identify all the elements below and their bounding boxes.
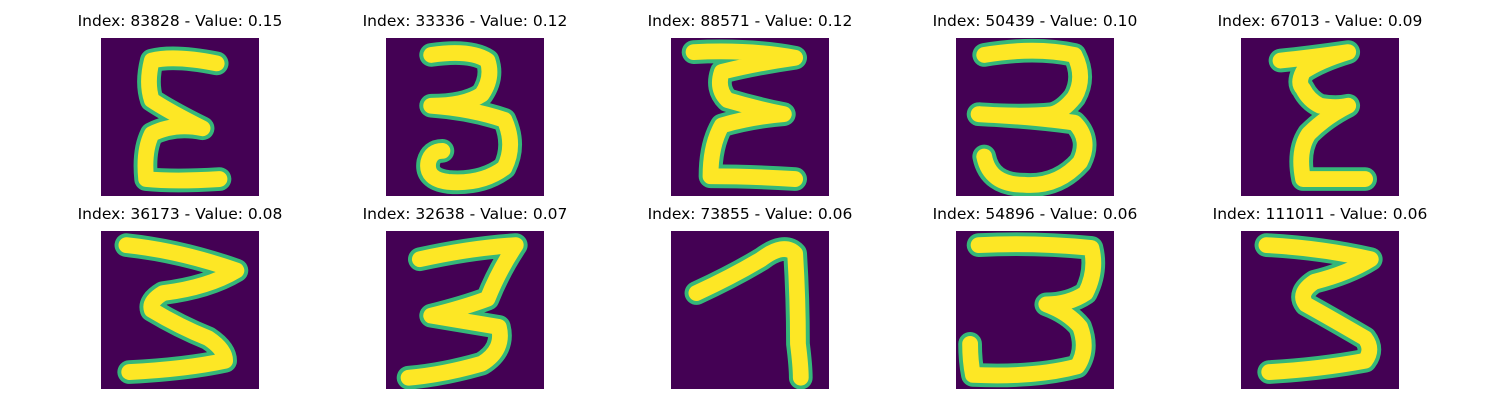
epsilon-digit-graphic — [671, 38, 829, 196]
panel-title: Index: 73855 - Value: 0.06 — [608, 204, 892, 224]
panel-title: Index: 36173 - Value: 0.08 — [38, 204, 322, 224]
three-digit-graphic — [1241, 231, 1399, 389]
panel-title: Index: 50439 - Value: 0.10 — [893, 11, 1177, 31]
panel-title: Index: 54896 - Value: 0.06 — [893, 204, 1177, 224]
epsilon-digit-graphic — [101, 38, 259, 196]
three-digit-graphic — [101, 231, 259, 389]
panel-9: Index: 54896 - Value: 0.06 — [893, 204, 1177, 392]
panel-title: Index: 83828 - Value: 0.15 — [38, 11, 322, 31]
panel-title: Index: 111011 - Value: 0.06 — [1178, 204, 1462, 224]
seven-digit-graphic — [671, 231, 829, 389]
three-digit-graphic — [386, 231, 544, 389]
panel-title: Index: 67013 - Value: 0.09 — [1178, 11, 1462, 31]
panel-5: Index: 67013 - Value: 0.09 — [1178, 11, 1462, 199]
digit-image — [956, 231, 1114, 389]
panel-7: Index: 32638 - Value: 0.07 — [323, 204, 607, 392]
digit-image — [1241, 231, 1399, 389]
digit-image — [386, 38, 544, 196]
digit-image — [671, 231, 829, 389]
digit-image — [1241, 38, 1399, 196]
panel-2: Index: 33336 - Value: 0.12 — [323, 11, 607, 199]
epsilon-digit-graphic — [1241, 38, 1399, 196]
digit-image — [671, 38, 829, 196]
three-digit-graphic — [956, 231, 1114, 389]
panel-title: Index: 88571 - Value: 0.12 — [608, 11, 892, 31]
panel-4: Index: 50439 - Value: 0.10 — [893, 11, 1177, 199]
digit-image — [101, 231, 259, 389]
panel-title: Index: 32638 - Value: 0.07 — [323, 204, 607, 224]
digit-image — [101, 38, 259, 196]
three-digit-graphic — [956, 38, 1114, 196]
panel-1: Index: 83828 - Value: 0.15 — [38, 11, 322, 199]
panel-title: Index: 33336 - Value: 0.12 — [323, 11, 607, 31]
digit-image — [386, 231, 544, 389]
panel-3: Index: 88571 - Value: 0.12 — [608, 11, 892, 199]
panel-8: Index: 73855 - Value: 0.06 — [608, 204, 892, 392]
digit-image — [956, 38, 1114, 196]
three-digit-graphic — [386, 38, 544, 196]
panel-10: Index: 111011 - Value: 0.06 — [1178, 204, 1462, 392]
panel-6: Index: 36173 - Value: 0.08 — [38, 204, 322, 392]
